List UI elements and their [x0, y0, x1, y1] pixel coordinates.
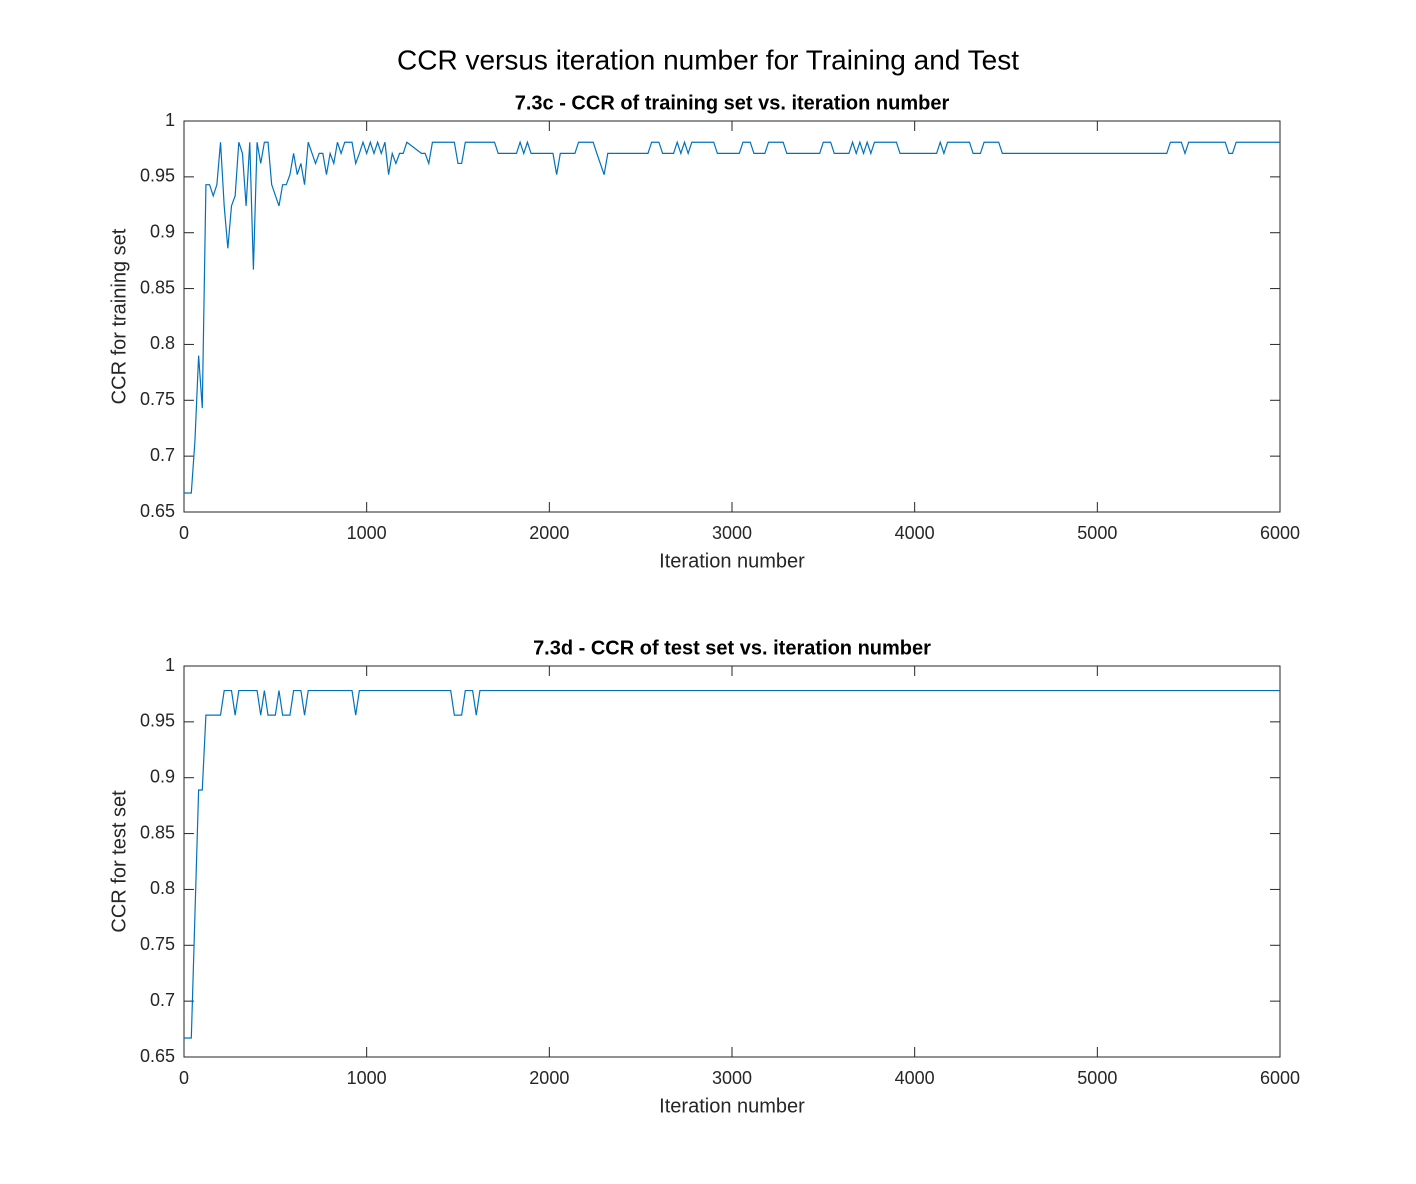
- y-tick-label: 0.9: [150, 766, 175, 786]
- y-tick-label: 0.8: [150, 878, 175, 898]
- y-axis-label: CCR for training set: [108, 228, 130, 404]
- x-tick-label: 0: [179, 523, 189, 543]
- plot-area: [183, 665, 1281, 1058]
- data-line: [184, 689, 1280, 1039]
- x-tick-label: 2000: [529, 1068, 569, 1088]
- y-tick-label: 1: [165, 655, 175, 675]
- x-tick-label: 2000: [529, 523, 569, 543]
- y-tick-label: 0.65: [140, 1046, 175, 1066]
- x-tick-label: 6000: [1260, 1068, 1300, 1088]
- subplot-title: 7.3c - CCR of training set vs. iteration…: [515, 92, 950, 114]
- x-tick-label: 1000: [347, 1068, 387, 1088]
- x-tick-label: 3000: [712, 523, 752, 543]
- plot-area: [183, 120, 1281, 513]
- x-axis-label: Iteration number: [659, 550, 805, 572]
- subplot: 7.3d - CCR of test set vs. iteration num…: [108, 637, 1300, 1117]
- x-tick-label: 0: [179, 1068, 189, 1088]
- y-tick-label: 0.7: [150, 445, 175, 465]
- x-tick-label: 6000: [1260, 523, 1300, 543]
- y-tick-label: 0.85: [140, 277, 175, 297]
- x-tick-label: 5000: [1077, 523, 1117, 543]
- subplot-title: 7.3d - CCR of test set vs. iteration num…: [533, 637, 931, 659]
- y-axis-label: CCR for test set: [108, 790, 130, 933]
- y-tick-label: 0.9: [150, 221, 175, 241]
- x-axis-label: Iteration number: [659, 1095, 805, 1117]
- y-tick-label: 0.75: [140, 389, 175, 409]
- x-tick-label: 3000: [712, 1068, 752, 1088]
- y-tick-label: 0.75: [140, 934, 175, 954]
- figure-title: CCR versus iteration number for Training…: [397, 44, 1019, 75]
- data-line: [184, 140, 1280, 494]
- y-tick-label: 0.8: [150, 333, 175, 353]
- subplot: 7.3c - CCR of training set vs. iteration…: [108, 92, 1300, 572]
- y-tick-label: 0.85: [140, 822, 175, 842]
- x-tick-label: 4000: [895, 523, 935, 543]
- y-tick-label: 0.7: [150, 990, 175, 1010]
- y-tick-label: 0.95: [140, 166, 175, 186]
- y-tick-label: 0.65: [140, 501, 175, 521]
- x-tick-label: 5000: [1077, 1068, 1117, 1088]
- y-tick-label: 1: [165, 110, 175, 130]
- x-tick-label: 1000: [347, 523, 387, 543]
- y-tick-label: 0.95: [140, 711, 175, 731]
- x-tick-label: 4000: [895, 1068, 935, 1088]
